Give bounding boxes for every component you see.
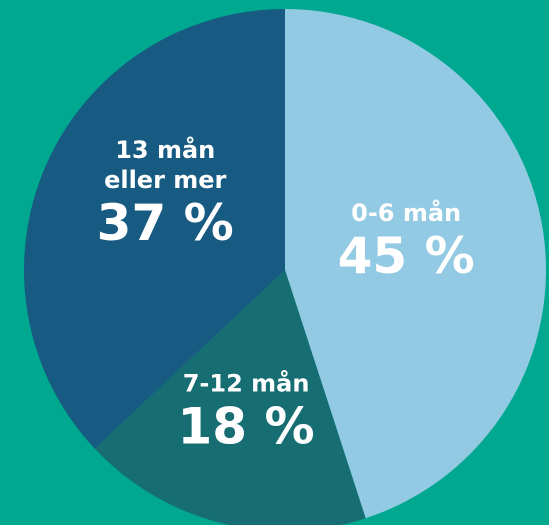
slice-label-line: eller mer: [104, 166, 226, 194]
pie-slice: [94, 270, 366, 525]
slice-label-line: 7-12 mån: [183, 369, 310, 398]
value-label: 45 %: [338, 227, 475, 285]
value-label: 18 %: [178, 398, 315, 456]
value-label: 37 %: [97, 194, 234, 252]
pie-slice: [24, 9, 286, 449]
slice-label-line: 0-6 mån: [351, 198, 461, 227]
slice-label: 7-12 mån: [183, 369, 310, 398]
slice-label-line: 13 mån: [115, 135, 215, 164]
pie-slice: [285, 9, 546, 519]
slice-label: 13 mån eller mer: [104, 135, 226, 194]
slice-label: 0-6 mån: [351, 198, 461, 227]
